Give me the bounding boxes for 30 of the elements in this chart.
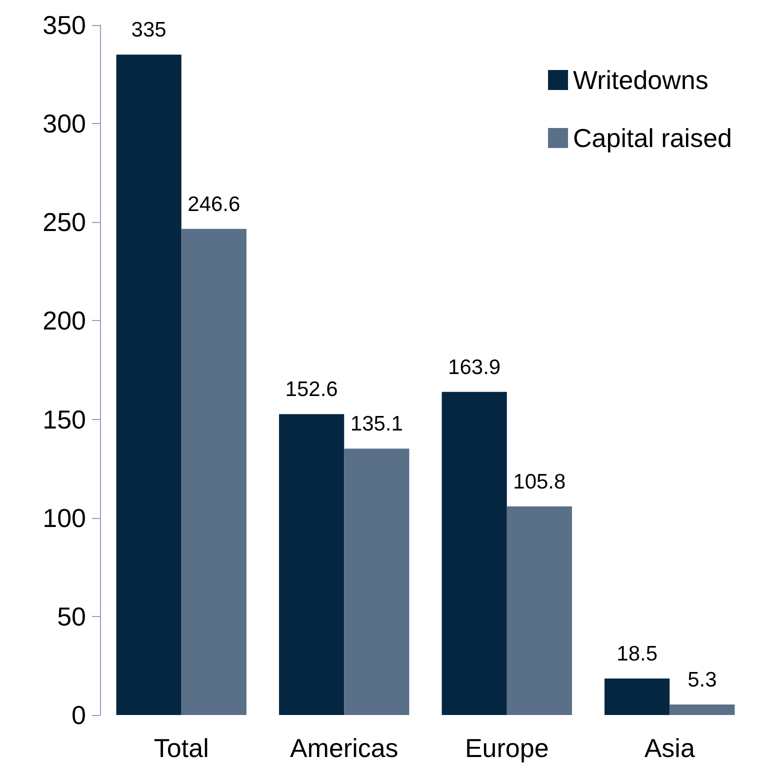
- y-tick-label: 350: [42, 10, 86, 40]
- y-tick-label: 250: [42, 207, 86, 238]
- data-label: 246.6: [188, 192, 240, 216]
- y-tick-label: 50: [57, 601, 86, 632]
- bar: [181, 228, 246, 715]
- y-tick-label: 200: [42, 306, 86, 336]
- bar: [442, 392, 507, 715]
- y-tick-label: 300: [42, 108, 86, 139]
- y-tick-label: 0: [72, 700, 86, 730]
- data-label: 335: [131, 18, 166, 42]
- x-tick-label: Total: [154, 733, 209, 763]
- legend-label: Writedowns: [573, 65, 708, 95]
- bar: [116, 54, 182, 715]
- x-tick-label: Europe: [464, 733, 549, 763]
- bar: [604, 678, 670, 715]
- legend-label: Capital raised: [573, 123, 732, 153]
- data-label: 105.8: [513, 470, 566, 494]
- bar: [279, 414, 344, 715]
- y-tick-label: 150: [42, 404, 86, 434]
- bar: [344, 448, 410, 715]
- y-tick-label: 100: [42, 502, 86, 533]
- x-tick-label: Americas: [290, 733, 398, 763]
- data-label: 18.5: [616, 642, 658, 666]
- data-label: 163.9: [448, 356, 501, 379]
- bar: [670, 704, 735, 715]
- bar: [506, 506, 572, 715]
- x-tick-label: Asia: [644, 733, 696, 763]
- data-label: 5.3: [688, 668, 717, 692]
- data-label: 135.1: [350, 412, 403, 436]
- data-label: 152.6: [285, 378, 338, 402]
